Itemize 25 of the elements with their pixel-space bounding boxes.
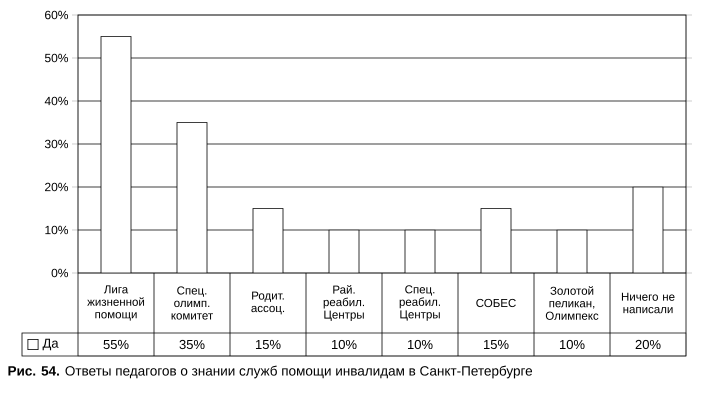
y-tick-label: 40%	[44, 96, 68, 106]
x-tick-label: Золотой пеликан, Олимпекс	[546, 286, 598, 320]
data-label: 15%	[256, 340, 281, 350]
y-tick-label: 50%	[44, 54, 68, 62]
data-label: 15%	[484, 340, 509, 350]
legend-label: Да	[42, 338, 59, 350]
data-label: 10%	[560, 340, 585, 350]
y-tick-label: 60%	[45, 10, 68, 20]
x-tick-label: Лига жизненной помощи	[87, 285, 144, 321]
x-tick-label: Родит. ассоц.	[251, 292, 284, 314]
y-tick-label: 10%	[45, 226, 68, 234]
y-tick-label: 30%	[44, 140, 68, 148]
x-tick-label: Ничего не написали	[622, 292, 675, 314]
data-label: 10%	[332, 340, 357, 350]
data-label: 20%	[636, 340, 661, 350]
x-tick-label: Спец. реабил. Центры	[400, 285, 440, 321]
y-tick-label: 0%	[52, 268, 68, 278]
data-label: 10%	[408, 340, 433, 350]
text: Рис. 54. Ответы педагогов о знании служб помощи инвалидам в Санкт-Петербурге	[8, 366, 532, 378]
data-label: 35%	[179, 340, 205, 350]
x-tick-label: Спец. олимп. комитет	[172, 286, 213, 320]
x-tick-label: СОБЕС	[476, 298, 516, 308]
x-tick-label: Рай. реабил. Центры	[324, 285, 364, 321]
data-label: 55%	[104, 340, 129, 350]
y-tick-label: 20%	[45, 182, 68, 192]
